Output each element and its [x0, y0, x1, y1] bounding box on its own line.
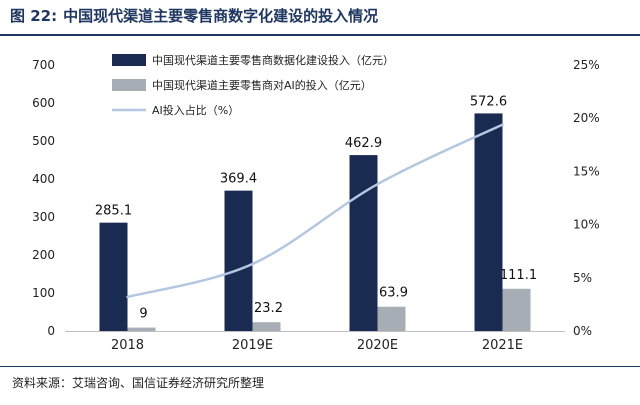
bar-secondary [127, 327, 156, 331]
bar-secondary-label: 111.1 [500, 268, 537, 283]
legend-item-primary-label: 中国现代渠道主要零售商数据化建设投入（亿元） [152, 53, 394, 67]
bar-secondary-label: 9 [139, 307, 147, 322]
footer-rule [0, 366, 640, 367]
line-ai-share [126, 123, 504, 299]
bar-secondary-label: 63.9 [379, 286, 408, 301]
bar-primary-label: 462.9 [345, 136, 382, 151]
legend-item-secondary-swatch [112, 79, 146, 91]
bar-primary-label: 369.4 [220, 172, 257, 187]
y-left-tick-label: 600 [32, 96, 55, 110]
legend-item-secondary-label: 中国现代渠道主要零售商对AI的投入（亿元） [152, 78, 372, 92]
y-right-tick-label: 15% [573, 164, 600, 178]
chart: 0 100 200 300 400 500 600 700 0% 5% 10% 15% 20% 25% 28… [32, 53, 600, 353]
bar-primary-label: 285.1 [95, 204, 132, 219]
bar-primary-label: 572.6 [470, 94, 507, 109]
y-right-tick-label: 20% [573, 111, 600, 125]
y-left-tick-label: 700 [32, 58, 55, 72]
bar-secondary-label: 23.2 [254, 301, 283, 316]
bar-secondary [502, 288, 531, 331]
figure-number: 图 22: [10, 7, 58, 25]
y-left-tick-label: 100 [32, 286, 55, 300]
y-left-tick-label: 0 [47, 324, 55, 338]
x-tick-label: 2019E [232, 338, 273, 353]
y-right-tick-label: 5% [573, 271, 592, 285]
bar-primary [474, 113, 503, 331]
x-tick-label: 2018 [111, 338, 144, 353]
x-tick-label: 2021E [482, 338, 523, 353]
bar-primary [99, 222, 128, 331]
y-left-tick-label: 400 [32, 172, 55, 186]
bar-secondary [377, 306, 406, 331]
y-left-tick-label: 200 [32, 248, 55, 262]
y-right-tick-label: 10% [573, 218, 600, 232]
source-note: 资料来源：艾瑞咨询、国信证券经济研究所整理 [12, 376, 265, 390]
title-rule [0, 34, 640, 36]
legend-item-line-label: AI投入占比（%） [152, 103, 239, 117]
figure-title: 图 22: 中国现代渠道主要零售商数字化建设的投入情况 [10, 6, 378, 26]
y-left-tick-label: 500 [32, 134, 55, 148]
bar-primary [224, 190, 253, 331]
figure-title-text: 中国现代渠道主要零售商数字化建设的投入情况 [63, 7, 379, 25]
bar-primary [349, 155, 378, 331]
legend-item-primary-swatch [112, 54, 146, 66]
y-right-tick-label: 0% [573, 324, 592, 338]
x-tick-label: 2020E [357, 338, 398, 353]
y-right-tick-label: 25% [573, 58, 600, 72]
y-left-tick-label: 300 [32, 210, 55, 224]
bar-secondary [252, 322, 281, 331]
